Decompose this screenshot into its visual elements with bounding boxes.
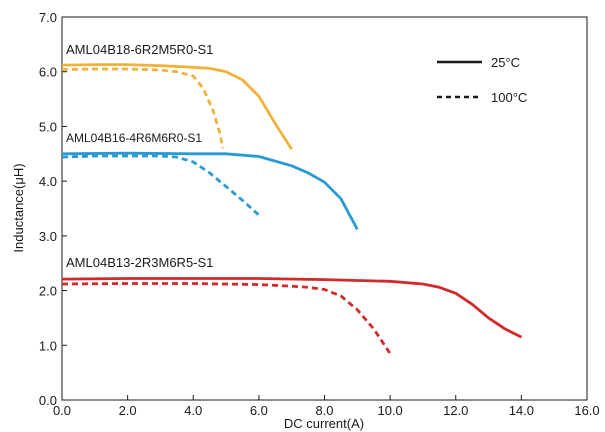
- series-label-2r3: AML04B13-2R3M6R5-S1: [66, 255, 213, 270]
- y-tick-label: 6.0: [39, 65, 57, 80]
- series-line-2-25c: [62, 153, 357, 229]
- legend: 25°C 100°C: [437, 55, 527, 105]
- x-tick-label: 10.0: [377, 403, 402, 418]
- x-axis-ticks: 0.0 2.0 4.0 6.0 8.0 10.0 12.0 14.0 16.0: [53, 395, 600, 418]
- series-line-2-100c: [62, 156, 259, 215]
- series-label-6r2: AML04B18-6R2M5R0-S1: [66, 42, 213, 57]
- x-tick-label: 16.0: [574, 403, 599, 418]
- series-line-3-25c: [62, 279, 521, 338]
- y-tick-label: 5.0: [39, 119, 57, 134]
- y-tick-label: 7.0: [39, 10, 57, 25]
- plot-frame: [62, 17, 587, 400]
- series-line-3-100c: [62, 284, 390, 354]
- y-axis-label: Inductance(μH): [11, 163, 26, 252]
- y-tick-label: 1.0: [39, 338, 57, 353]
- x-tick-label: 14.0: [509, 403, 534, 418]
- x-tick-label: 2.0: [119, 403, 137, 418]
- y-tick-label: 4.0: [39, 174, 57, 189]
- x-tick-label: 4.0: [184, 403, 202, 418]
- x-axis-label: DC current(A): [284, 416, 364, 431]
- y-tick-label: 3.0: [39, 229, 57, 244]
- y-tick-label: 0.0: [39, 393, 57, 408]
- legend-label-100c: 100°C: [491, 90, 527, 105]
- series-label-4r6: AML04B16-4R6M6R0-S1: [66, 131, 202, 145]
- x-tick-label: 12.0: [443, 403, 468, 418]
- y-tick-label: 2.0: [39, 284, 57, 299]
- legend-label-25c: 25°C: [491, 55, 520, 70]
- series-curves: [62, 65, 521, 354]
- x-tick-label: 6.0: [250, 403, 268, 418]
